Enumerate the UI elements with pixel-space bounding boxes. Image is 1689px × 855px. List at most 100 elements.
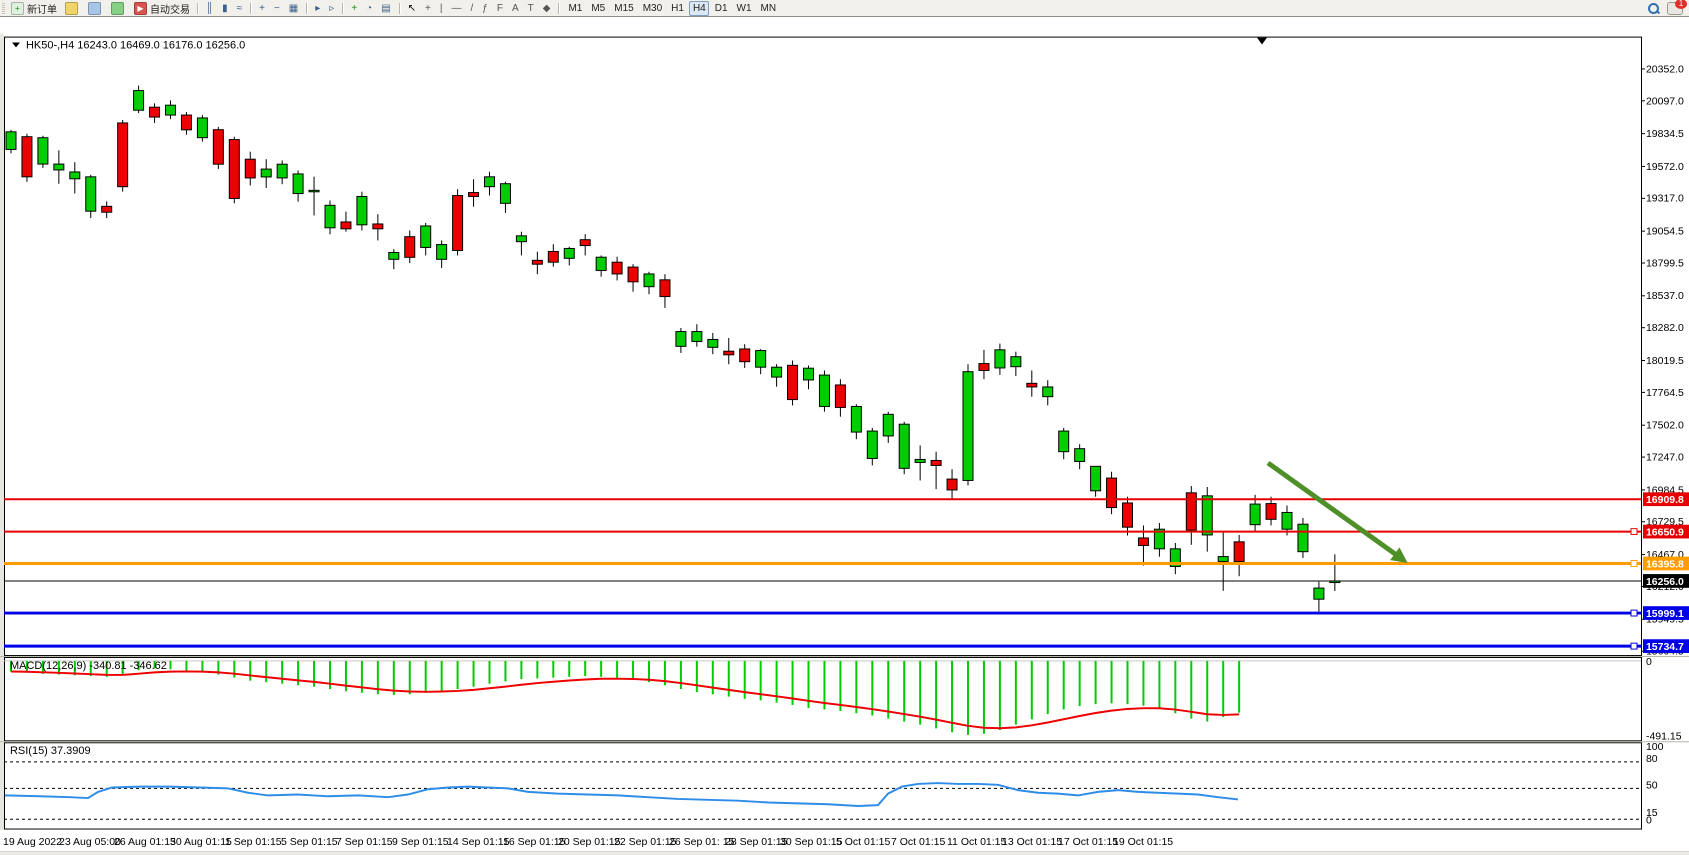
svg-text:18019.5: 18019.5 [1646,356,1684,367]
autotrade-button[interactable]: ▶ 自动交易 [131,1,193,16]
svg-text:16984.5: 16984.5 [1646,485,1684,496]
alert-icon [65,1,78,15]
hline-16909.8[interactable]: 16909.8 [4,492,1689,506]
svg-text:0: 0 [1646,816,1652,827]
svg-text:16729.5: 16729.5 [1646,517,1684,528]
tf-m30-button[interactable]: M30 [639,1,665,16]
equidistant-channel-button[interactable]: ƒ [479,1,492,16]
crosshair-button[interactable]: + [422,1,435,16]
tf-m1-button[interactable]: M1 [564,1,585,16]
main-toolbar: + 新订单 ▶ 自动交易 ║ ▮ ≈ + − ▦ ▸ ▹ + ◔ ▤ ↖ + | — / ƒ F A T ◆ M1 M5 M15 M30… [0,0,1689,17]
hline-15734.7[interactable]: 15734.7 [4,639,1689,653]
hline-15999.1[interactable]: 15999.1 [4,606,1689,620]
market-depth-button[interactable] [85,1,106,16]
tf-mn-button-label: MN [760,2,777,14]
tf-d1-button[interactable]: D1 [711,1,731,16]
alerts-button[interactable] [62,1,83,16]
vertical-line-icon: | [439,2,443,14]
templates-button[interactable]: ▤ [378,1,394,16]
zoom-in-button[interactable]: + [256,1,269,16]
hline-16395.8[interactable]: 16395.8 [4,556,1689,571]
time-label: 17 Oct 01:15 [1058,836,1119,848]
trendline-icon: / [470,2,474,14]
tf-m5-button[interactable]: M5 [587,1,608,16]
tf-h4-button[interactable]: H4 [688,0,709,16]
chart-shift-marker[interactable] [1257,37,1267,45]
zoom-out-button[interactable]: − [271,1,284,16]
svg-text:16256.0: 16256.0 [1646,577,1684,588]
svg-text:15734.7: 15734.7 [1646,642,1684,653]
tf-h1-button[interactable]: H1 [667,1,687,16]
svg-text:80: 80 [1646,754,1658,765]
text-label-icon: T [527,2,534,14]
periods-button[interactable]: ◔ [363,1,376,16]
svg-text:18537.0: 18537.0 [1646,291,1684,302]
arrows-button[interactable]: ◆ [540,1,555,16]
macd-panel[interactable]: 0 -491.15 MACD(12,26,9) -340.81 -346.62 [4,657,1682,742]
svg-text:17502.0: 17502.0 [1646,421,1684,432]
tf-w1-button[interactable]: W1 [733,1,755,16]
svg-text:0: 0 [1646,657,1652,668]
tf-m15-button[interactable]: M15 [610,1,636,16]
svg-text:-491.15: -491.15 [1646,731,1682,742]
zoom-in-icon: + [259,2,265,14]
tf-mn-button[interactable]: MN [757,1,780,16]
svg-text:18282.0: 18282.0 [1646,323,1684,334]
candlesticks[interactable] [5,85,1341,612]
autotrade-icon: ▶ [134,1,147,15]
crosshair-icon: + [425,2,431,14]
bar-chart-button[interactable]: ║ [203,1,217,16]
tf-h1-button-label: H1 [671,2,684,14]
line-chart-button[interactable]: ≈ [234,1,247,16]
svg-text:19054.5: 19054.5 [1646,227,1684,238]
signal-icon [111,1,124,15]
tf-m30-button-label: M30 [642,2,663,14]
hline-button[interactable]: — [449,1,466,16]
time-label: 13 Oct 01:15 [1002,836,1063,848]
hline-16256.0[interactable]: 16256.0 [4,574,1689,588]
cursor-button[interactable]: ↖ [405,1,420,16]
zoom-out-icon: − [273,2,280,14]
svg-text:20097.0: 20097.0 [1646,96,1684,107]
text-label-button[interactable]: T [525,1,538,16]
collapse-icon[interactable] [12,42,20,48]
trend-arrow[interactable] [1266,460,1408,564]
new-order-button[interactable]: + 新订单 [8,1,60,16]
hline-16650.9[interactable]: 16650.9 [4,524,1689,539]
svg-text:100: 100 [1646,742,1664,753]
time-label: 5 Oct 01:15 [836,836,891,848]
search-icon[interactable] [1648,2,1661,14]
svg-text:16909.8: 16909.8 [1646,495,1684,506]
text-button[interactable]: A [509,1,523,16]
window-left-edge [0,33,4,855]
new-order-button-label: 新订单 [27,4,57,16]
chart-shift-button[interactable]: ▹ [326,1,338,16]
macd-signal-line [10,670,1240,730]
line-chart-icon: ≈ [236,2,243,14]
signals-button[interactable] [108,1,129,16]
price-axis: 20352.0 20097.0 19834.5 19572.0 19317.0 19054… [1641,64,1684,658]
notification-badge: 1 [1675,0,1687,9]
time-axis[interactable]: 19 Aug 2022 23 Aug 05:00 26 Aug 01:15 30 Au… [0,830,1689,855]
svg-text:20352.0: 20352.0 [1646,64,1684,75]
indicators-button[interactable]: + [348,1,361,16]
fibonacci-icon: F [496,2,503,14]
chart-window[interactable]: 20352.0 20097.0 19834.5 19572.0 19317.0 19054… [0,17,1689,855]
chat-icon[interactable]: 1 [1667,0,1687,15]
vline-button[interactable]: | [437,1,447,16]
chart-background [0,33,1689,855]
svg-text:16395.8: 16395.8 [1646,559,1684,570]
svg-text:19572.0: 19572.0 [1646,162,1684,173]
time-label: 5 Sep 01:15 [281,836,338,848]
autotrade-button-label: 自动交易 [150,4,190,16]
svg-text:17247.0: 17247.0 [1646,453,1684,464]
auto-scroll-button[interactable]: ▸ [312,1,324,16]
fibonacci-button[interactable]: F [494,1,507,16]
tile-windows-button[interactable]: ▦ [286,1,302,16]
trendline-button[interactable]: / [468,1,478,16]
time-label: 28 Sep 01:15 [725,836,788,848]
candle-chart-button[interactable]: ▮ [219,1,232,16]
chart-title: HK50-,H4 16243.0 16469.0 16176.0 16256.0 [12,39,245,51]
time-label: 22 Sep 01:15 [614,836,677,848]
